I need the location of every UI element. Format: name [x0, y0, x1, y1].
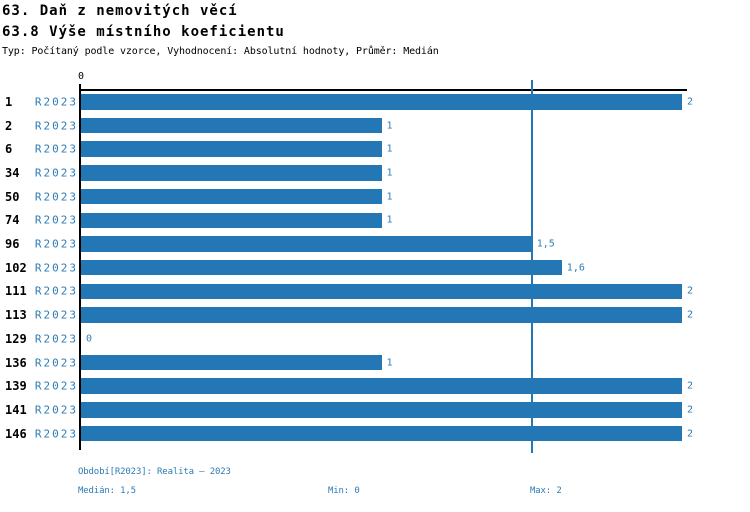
row-category-label: 113	[5, 308, 27, 323]
bar-row: 129 R2023 0	[0, 327, 750, 351]
row-category-label: 96	[5, 237, 20, 252]
footer-min-stat: Min: 0	[328, 486, 360, 496]
bar	[81, 283, 682, 300]
footer-max-stat: Max: 2	[530, 486, 562, 496]
row-period-label: R2023	[34, 284, 78, 298]
row-category-label: 139	[5, 379, 27, 394]
row-period-label: R2023	[34, 166, 78, 180]
row-category-label: 34	[5, 165, 20, 180]
bar-value-label: 2	[687, 428, 694, 440]
bar-value-label: 1	[386, 357, 393, 369]
row-category-label: 102	[5, 260, 27, 275]
row-category-label: 74	[5, 213, 20, 228]
bar-row: 146 R2023 2	[0, 422, 750, 446]
x-axis-tick-label-zero: 0	[77, 71, 85, 82]
row-category-label: 146	[5, 426, 27, 441]
bar-row: 1 R2023 2	[0, 90, 750, 114]
bar-value-label: 2	[687, 309, 694, 321]
bar	[81, 307, 682, 323]
bar-row: 74 R2023 1	[0, 209, 750, 233]
bar-row: 139 R2023 2	[0, 374, 750, 398]
row-period-label: R2023	[34, 332, 78, 346]
bar-row: 2 R2023 1	[0, 114, 750, 138]
x-axis-line	[80, 89, 687, 91]
bar	[81, 402, 682, 418]
row-period-label: R2023	[34, 261, 78, 275]
bar	[81, 354, 382, 371]
y-axis-line	[79, 84, 81, 450]
bar-row: 96 R2023 1,5	[0, 232, 750, 256]
row-period-label: R2023	[34, 379, 78, 393]
bar-value-label: 0	[86, 333, 93, 345]
bar-row: 6 R2023 1	[0, 137, 750, 161]
bar	[81, 94, 682, 110]
bar-row: 102 R2023 1,6	[0, 256, 750, 280]
bar-rows-container: 1 R2023 2 2 R2023 1 6 R2023 1 34 R2023 1…	[0, 90, 750, 446]
bar-value-label: 1	[386, 191, 393, 203]
bar	[81, 259, 562, 276]
bar	[81, 188, 382, 205]
row-period-label: R2023	[34, 142, 78, 156]
row-period-label: R2023	[34, 403, 78, 417]
bar	[81, 141, 382, 157]
row-category-label: 141	[5, 402, 27, 417]
bar-value-label: 1	[386, 214, 393, 226]
bar-value-label: 1	[386, 167, 393, 179]
bar-row: 141 R2023 2	[0, 398, 750, 422]
bar-row: 50 R2023 1	[0, 185, 750, 209]
row-period-label: R2023	[34, 190, 78, 204]
row-category-label: 136	[5, 355, 27, 370]
row-category-label: 50	[5, 189, 20, 204]
bar	[81, 236, 532, 252]
row-period-label: R2023	[34, 213, 78, 227]
bar-value-label: 1	[386, 143, 393, 155]
bar-value-label: 2	[687, 285, 694, 297]
row-period-label: R2023	[34, 237, 78, 251]
footer-median-stat: Medián: 1,5	[78, 486, 136, 496]
bar-row: 136 R2023 1	[0, 351, 750, 375]
bar	[81, 212, 382, 228]
chart-meta-line: Typ: Počítaný podle vzorce, Vyhodnocení:…	[2, 46, 439, 57]
bar	[81, 378, 682, 394]
footer-period-label: Období[R2023]: Realita – 2023	[78, 467, 231, 477]
row-category-label: 2	[5, 118, 13, 133]
bar-value-label: 1,6	[566, 262, 585, 274]
bar	[81, 165, 382, 181]
row-category-label: 1	[5, 94, 13, 109]
bar-value-label: 2	[687, 96, 694, 108]
bar	[81, 117, 382, 134]
bar	[81, 425, 682, 442]
row-category-label: 111	[5, 284, 27, 299]
bar-row: 111 R2023 2	[0, 280, 750, 304]
row-period-label: R2023	[34, 427, 78, 441]
chart-title: 63. Daň z nemovitých věcí	[2, 3, 238, 19]
chart-subtitle: 63.8 Výše místního koeficientu	[2, 24, 285, 40]
bar-value-label: 1,5	[536, 238, 555, 250]
bar-row: 34 R2023 1	[0, 161, 750, 185]
row-category-label: 129	[5, 331, 27, 346]
row-period-label: R2023	[34, 119, 78, 133]
row-period-label: R2023	[34, 308, 78, 322]
bar-value-label: 2	[687, 380, 694, 392]
bar-value-label: 1	[386, 120, 393, 132]
row-period-label: R2023	[34, 356, 78, 370]
bar-row: 113 R2023 2	[0, 303, 750, 327]
bar-value-label: 2	[687, 404, 694, 416]
row-category-label: 6	[5, 142, 13, 157]
row-period-label: R2023	[34, 95, 78, 109]
